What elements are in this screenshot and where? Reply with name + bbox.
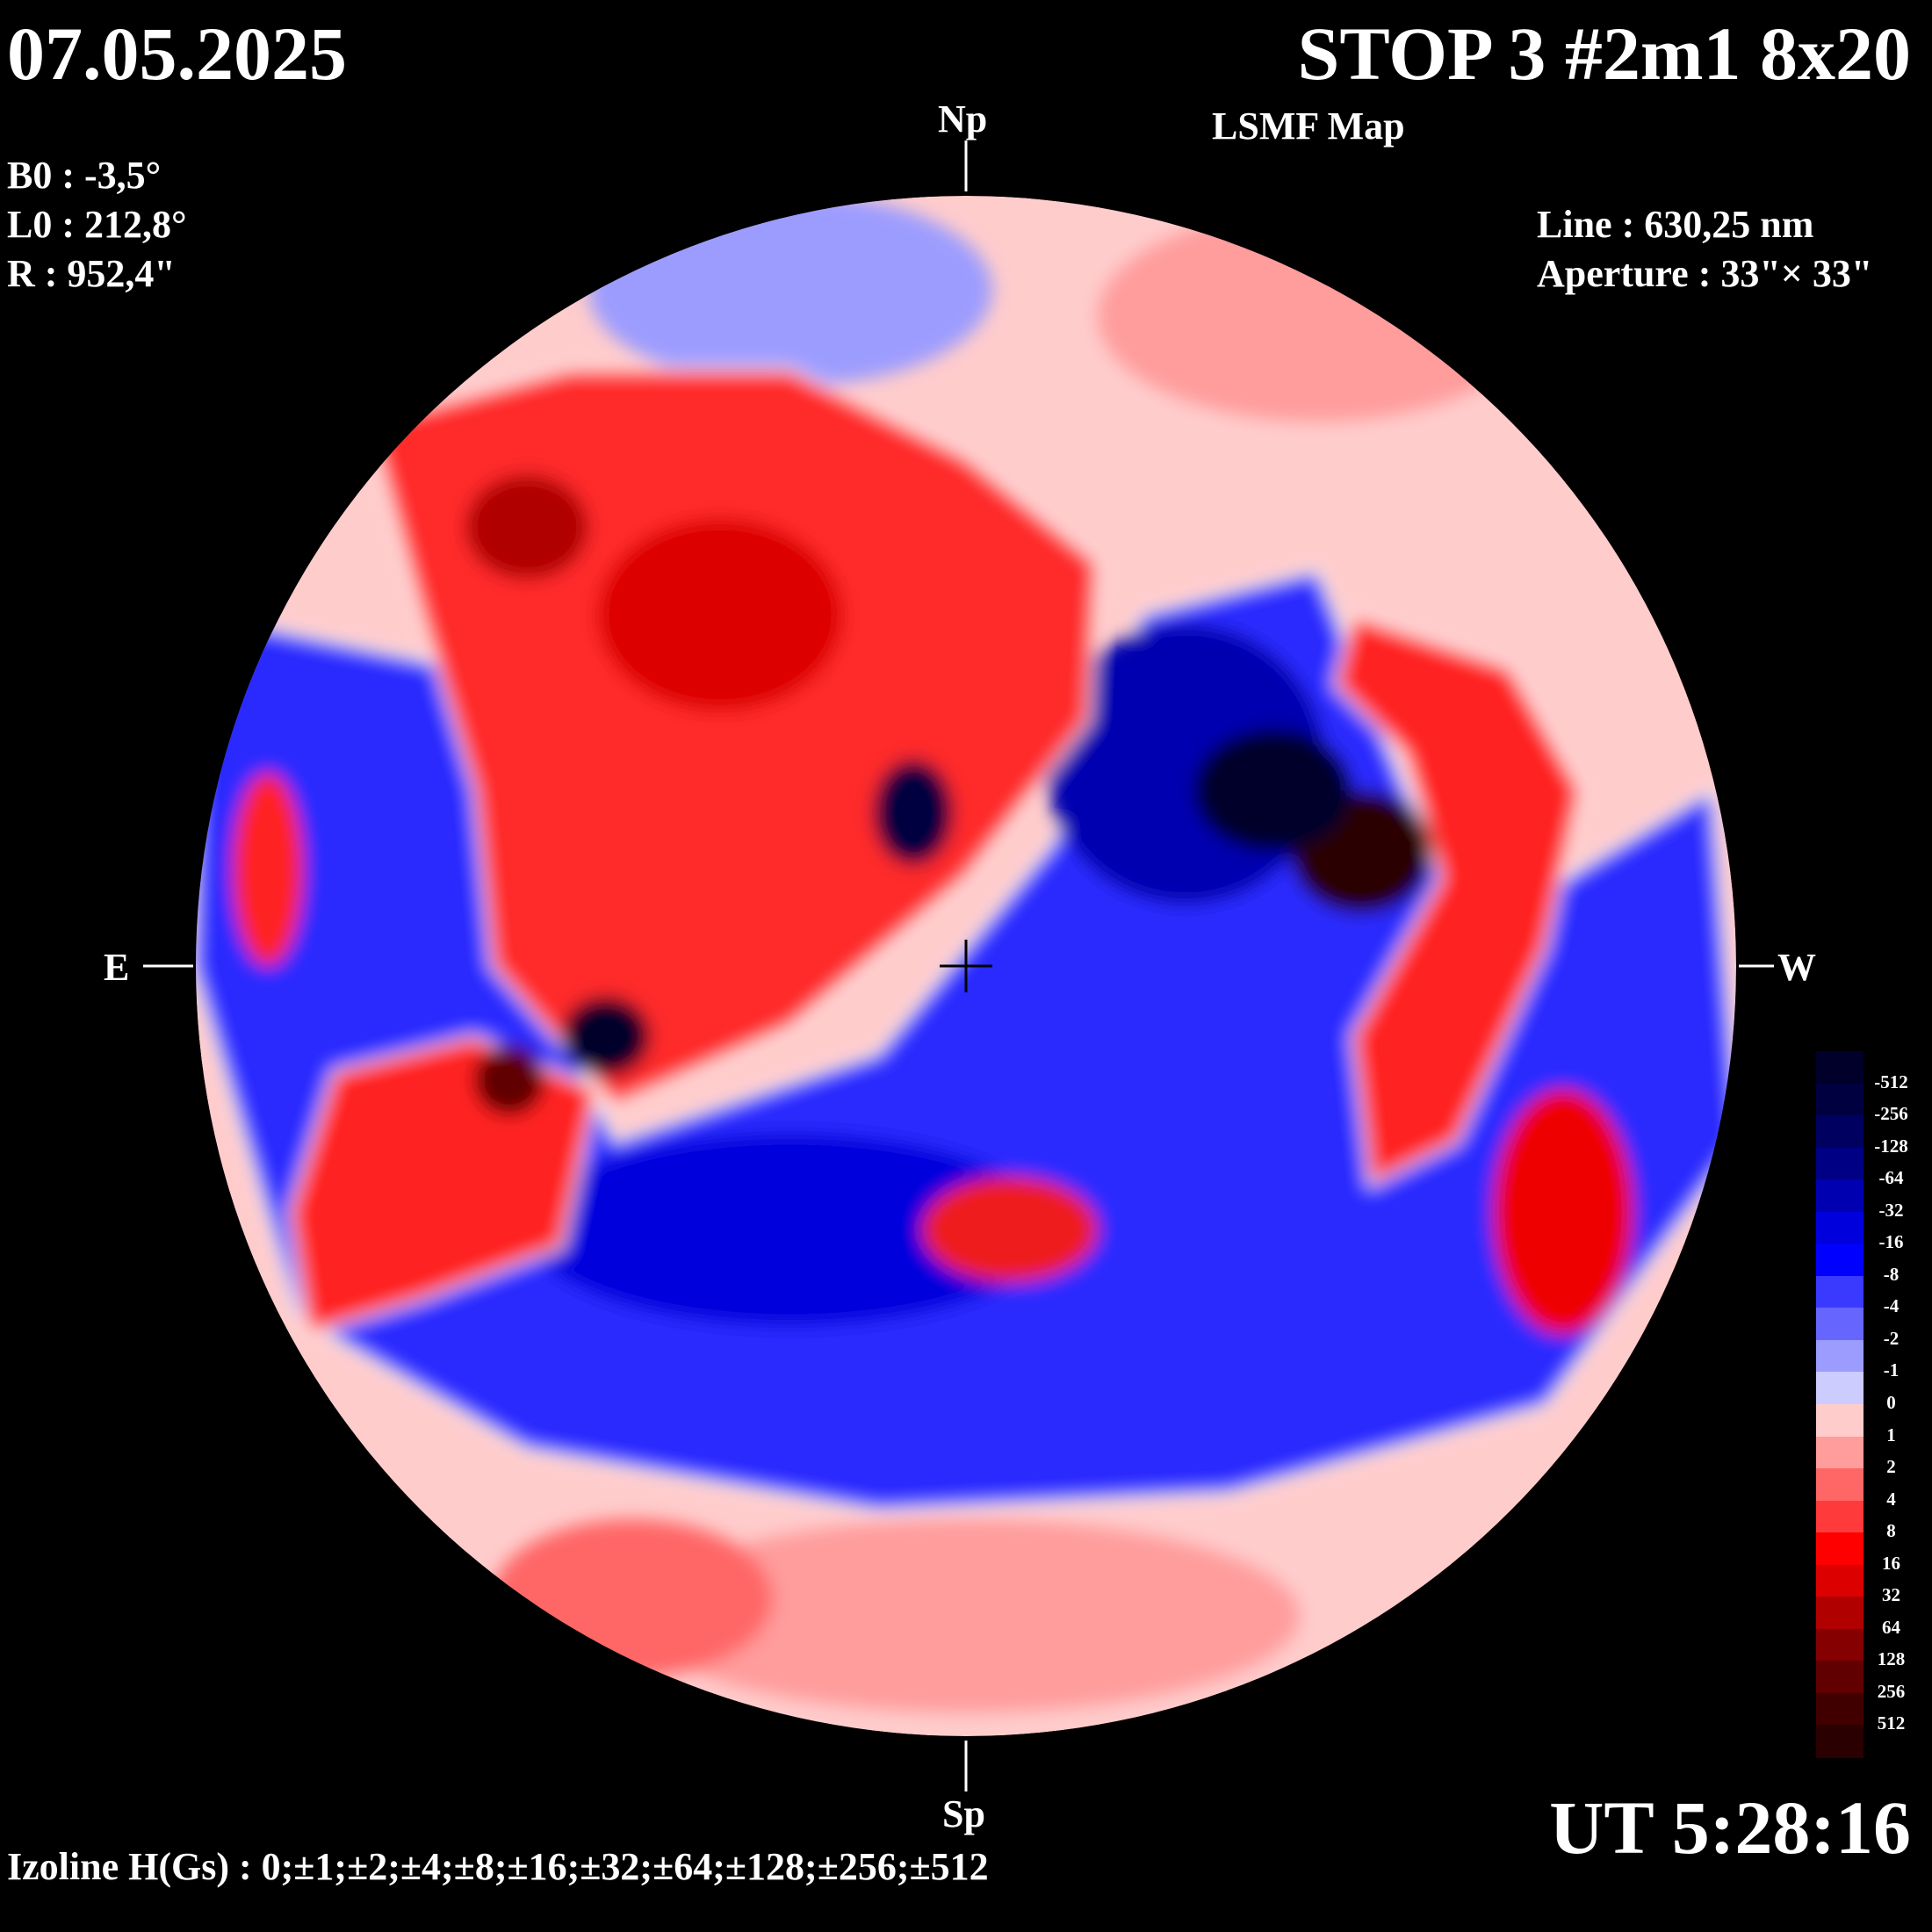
izoline-levels: Izoline H(Gs) : 0;±1;±2;±4;±8;±16;±32;±6… [7, 1845, 989, 1888]
legend-label: -128 [1874, 1135, 1908, 1157]
legend-label: 2 [1886, 1456, 1896, 1478]
legend-label: -256 [1874, 1103, 1908, 1125]
legend-label: 512 [1877, 1712, 1906, 1734]
ut-time: UT 5:28:16 [1549, 1785, 1911, 1870]
positive-region [1332, 612, 1583, 1189]
legend-swatch [1816, 1436, 1864, 1470]
legend-swatch [1816, 1692, 1864, 1727]
positive-region [233, 773, 303, 966]
legend-label: -32 [1878, 1199, 1904, 1221]
legend-label: -8 [1883, 1263, 1900, 1285]
strong-positive-core [474, 1045, 544, 1115]
center-crosshair [940, 940, 992, 992]
legend-swatch [1816, 1725, 1864, 1758]
legend-swatch [1816, 1628, 1864, 1662]
strong-positive-region [465, 474, 588, 580]
legend-label: 8 [1886, 1520, 1896, 1542]
west-label: W [1777, 946, 1816, 989]
north-pole-label: Np [938, 97, 988, 141]
legend-swatch [1816, 1372, 1864, 1405]
legend-label: 16 [1882, 1552, 1900, 1574]
observation-date: 07.05.2025 [7, 11, 347, 96]
strong-negative-core [1194, 729, 1352, 852]
l0-param: L0 : 212,8° [7, 203, 187, 246]
solar-disk [196, 196, 1736, 1736]
legend-swatch [1816, 1051, 1864, 1085]
weak-negative-region [588, 196, 992, 386]
legend-swatch [1816, 1661, 1864, 1694]
legend-swatch [1816, 1468, 1864, 1502]
legend-swatch [1816, 1500, 1864, 1534]
weak-positive-region [1098, 211, 1537, 422]
east-label: E [104, 946, 130, 989]
legend-label: -4 [1883, 1295, 1900, 1317]
strong-negative-core [874, 760, 953, 865]
legend-swatch [1816, 1115, 1864, 1149]
map-subtitle: LSMF Map [1212, 105, 1405, 148]
radius-param: R : 952,4" [7, 252, 176, 295]
legend-label: -1 [1883, 1359, 1900, 1381]
legend-swatch [1816, 1147, 1864, 1181]
legend-label: 256 [1877, 1680, 1906, 1702]
legend-label: 128 [1877, 1648, 1906, 1670]
legend-swatch [1816, 1244, 1864, 1277]
b0-param: B0 : -3,5° [7, 154, 162, 197]
legend-swatch [1816, 1564, 1864, 1598]
positive-region [492, 1519, 773, 1677]
legend-swatch [1816, 1532, 1864, 1566]
line-param: Line : 630,25 nm [1537, 203, 1814, 246]
legend-label: 64 [1882, 1616, 1900, 1638]
legend-label: 1 [1886, 1424, 1896, 1445]
legend-swatch [1816, 1275, 1864, 1309]
legend-swatch [1816, 1211, 1864, 1245]
legend-swatch [1816, 1083, 1864, 1117]
positive-region [922, 1177, 1098, 1282]
weak-positive-region [632, 1519, 1300, 1712]
legend-label: 32 [1882, 1584, 1900, 1606]
south-pole-label: Sp [942, 1792, 985, 1835]
legend-swatch [1816, 1308, 1864, 1341]
legend-label: 0 [1886, 1392, 1896, 1413]
map-title: STOP 3 #2m1 8x20 [1297, 11, 1911, 96]
positive-region [1493, 1089, 1633, 1335]
legend-swatch [1816, 1339, 1864, 1373]
legend-swatch [1816, 1404, 1864, 1438]
legend-label: -512 [1874, 1071, 1908, 1092]
legend-label: -64 [1878, 1167, 1904, 1189]
aperture-param: Aperture : 33"× 33" [1537, 252, 1873, 295]
strong-negative-region [527, 1133, 1054, 1326]
legend-label: -16 [1878, 1231, 1904, 1253]
legend-label: -2 [1883, 1327, 1900, 1349]
strong-positive-region [597, 518, 843, 711]
legend-label: 4 [1886, 1488, 1896, 1510]
legend-swatch [1816, 1179, 1864, 1213]
color-legend [1816, 1051, 1864, 1758]
strong-negative-core [562, 997, 650, 1076]
legend-swatch [1816, 1597, 1864, 1630]
